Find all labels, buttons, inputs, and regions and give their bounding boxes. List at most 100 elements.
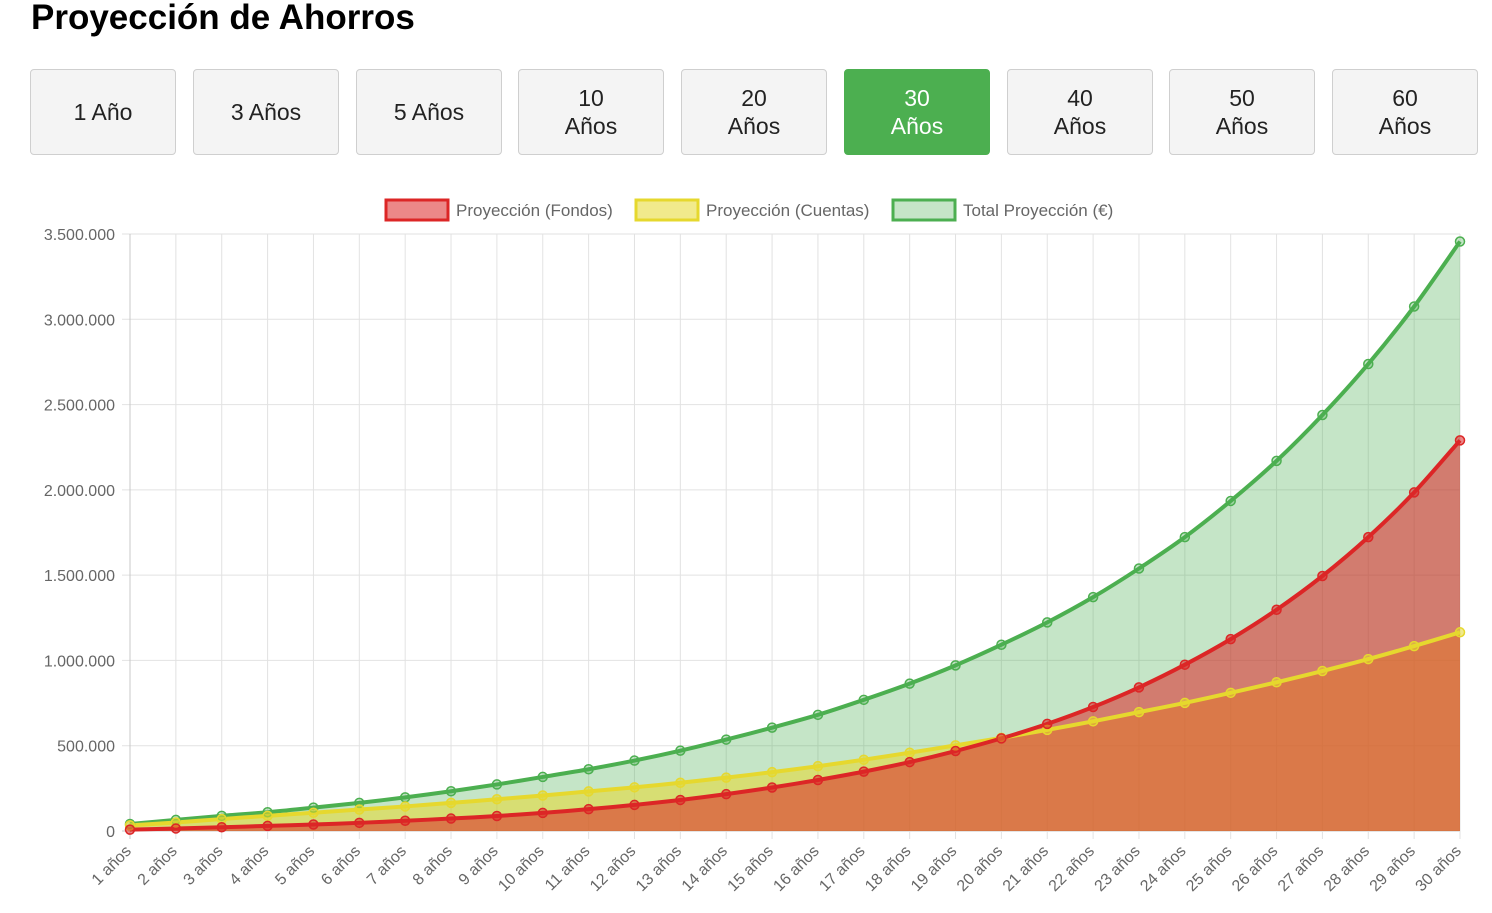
data-point-1 — [858, 766, 870, 777]
data-point-1 — [1041, 718, 1053, 730]
data-point-1 — [1179, 659, 1191, 670]
legend-item-3[interactable]: Total Proyección (€) — [891, 198, 1113, 222]
range-button-label: 40 Años — [1053, 85, 1107, 139]
legend-item-2[interactable]: Proyección (Cuentas) — [634, 198, 869, 222]
range-button-5[interactable]: 20 Años — [681, 69, 827, 155]
data-point-2 — [262, 810, 273, 822]
data-point-2 — [1179, 697, 1191, 709]
x-tick-label: 29 años — [1367, 843, 1419, 895]
x-tick-label: 25 años — [1183, 843, 1235, 895]
x-tick-label: 8 años — [410, 843, 456, 889]
x-tick-label: 4 años — [226, 843, 272, 889]
data-point-1 — [812, 774, 824, 786]
data-point-3 — [1087, 591, 1099, 603]
data-point-1 — [216, 821, 227, 833]
x-tick-label: 26 años — [1229, 843, 1281, 895]
data-point-3 — [766, 722, 778, 733]
data-point-1 — [1133, 682, 1145, 693]
data-point-1 — [1363, 531, 1374, 543]
data-point-2 — [1225, 687, 1236, 699]
data-point-2 — [1087, 716, 1099, 727]
data-point-3 — [858, 694, 870, 706]
data-point-1 — [124, 824, 136, 835]
data-point-2 — [766, 766, 778, 778]
data-point-3 — [1317, 409, 1328, 421]
legend-label: Total Proyección (€) — [963, 201, 1113, 220]
x-tick-label: 14 años — [679, 843, 731, 895]
range-button-2[interactable]: 3 Años — [193, 69, 339, 155]
data-point-2 — [354, 804, 365, 815]
range-button-label: 10 Años — [564, 85, 618, 139]
data-point-1 — [720, 788, 732, 800]
legend-swatch — [634, 198, 700, 222]
range-button-8[interactable]: 50 Años — [1169, 69, 1315, 155]
data-point-3 — [491, 779, 503, 790]
series-line-3 — [129, 240, 1462, 826]
data-point-3 — [1363, 358, 1374, 370]
y-tick-label: 3.500.000 — [44, 227, 115, 244]
legend-label: Proyección (Fondos) — [456, 201, 613, 220]
x-tick-label: 13 años — [633, 843, 685, 895]
x-tick-label: 27 años — [1275, 843, 1327, 895]
range-button-1[interactable]: 1 Año — [30, 69, 176, 155]
data-point-1 — [1271, 604, 1282, 616]
y-tick-label: 3.000.000 — [44, 312, 115, 329]
data-point-1 — [583, 803, 594, 815]
data-point-1 — [262, 820, 273, 832]
data-point-1 — [996, 733, 1007, 744]
x-tick-label: 28 años — [1321, 843, 1373, 895]
data-point-1 — [1225, 633, 1236, 645]
x-tick-label: 9 años — [456, 843, 502, 889]
data-point-2 — [1408, 640, 1420, 652]
range-button-6[interactable]: 30 Años — [844, 69, 990, 155]
range-button-3[interactable]: 5 Años — [356, 69, 502, 155]
data-point-2 — [1133, 706, 1145, 718]
data-point-1 — [170, 823, 182, 834]
data-point-2 — [675, 777, 686, 788]
y-tick-label: 1.500.000 — [44, 568, 115, 585]
data-point-3 — [537, 771, 549, 783]
x-tick-label: 12 años — [587, 843, 639, 895]
data-point-2 — [308, 807, 319, 818]
range-button-label: 20 Años — [727, 85, 781, 139]
y-tick-label: 500.000 — [57, 739, 115, 756]
range-button-label: 3 Años — [230, 99, 302, 125]
data-point-1 — [445, 813, 457, 824]
x-tick-label: 6 años — [318, 843, 364, 889]
data-point-3 — [1041, 617, 1053, 628]
data-point-2 — [399, 801, 411, 812]
x-tick-label: 22 años — [1046, 843, 1098, 895]
data-point-3 — [675, 745, 686, 756]
range-button-4[interactable]: 10 Años — [518, 69, 664, 155]
range-button-label: 30 Años — [890, 85, 944, 139]
x-tick-label: 16 años — [770, 843, 822, 895]
legend-item-1[interactable]: Proyección (Fondos) — [384, 198, 613, 222]
data-point-3 — [445, 786, 457, 797]
x-tick-label: 10 años — [495, 843, 547, 895]
data-point-3 — [399, 792, 411, 803]
data-point-1 — [537, 807, 549, 819]
data-point-2 — [1363, 653, 1374, 665]
y-tick-label: 1.000.000 — [44, 653, 115, 670]
x-tick-label: 30 años — [1413, 843, 1465, 895]
data-point-2 — [720, 772, 732, 783]
x-tick-label: 19 años — [908, 843, 960, 895]
data-point-1 — [354, 817, 365, 829]
data-point-3 — [629, 755, 640, 766]
x-tick-label: 11 años — [542, 843, 593, 894]
x-tick-label: 21 años — [1000, 843, 1052, 895]
data-point-1 — [1454, 435, 1466, 446]
range-button-9[interactable]: 60 Años — [1332, 69, 1478, 155]
data-point-1 — [766, 782, 778, 793]
data-point-3 — [1133, 563, 1145, 574]
x-tick-label: 15 años — [725, 843, 777, 895]
legend-swatch — [384, 198, 450, 222]
data-point-1 — [491, 810, 503, 822]
range-button-7[interactable]: 40 Años — [1007, 69, 1153, 155]
data-point-3 — [583, 764, 594, 775]
data-point-2 — [858, 754, 870, 765]
data-point-1 — [1087, 701, 1099, 713]
data-point-2 — [812, 760, 824, 772]
data-point-2 — [583, 786, 594, 797]
